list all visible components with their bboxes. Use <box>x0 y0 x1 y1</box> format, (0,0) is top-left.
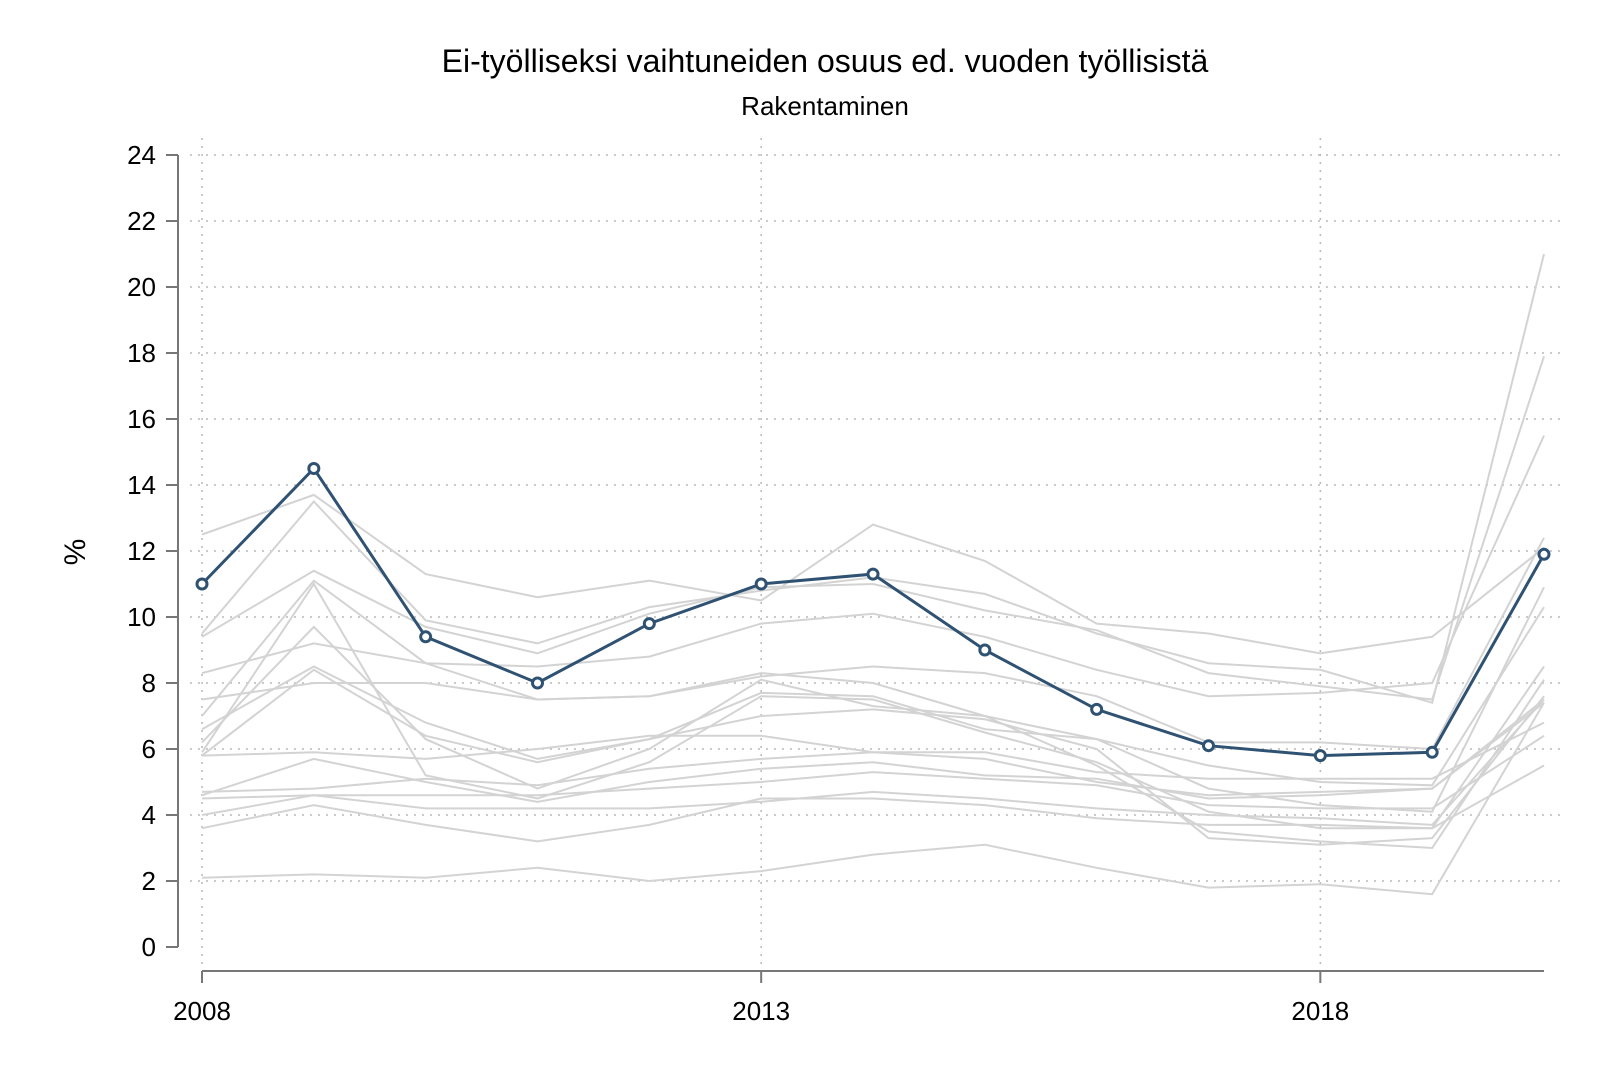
highlight-point <box>419 630 433 644</box>
highlight-point <box>1313 749 1327 763</box>
background-series-line <box>201 537 1545 751</box>
grid <box>190 138 1565 965</box>
y-tick-label: 16 <box>127 404 156 434</box>
background-series-line <box>201 702 1545 803</box>
y-tick-label: 14 <box>127 470 156 500</box>
y-tick-label: 10 <box>127 602 156 632</box>
x-tick-label: 2013 <box>732 996 790 1026</box>
highlight-series <box>195 462 1551 763</box>
x-tick-label: 2018 <box>1291 996 1349 1026</box>
highlight-series-line <box>200 466 1546 758</box>
background-series-line <box>201 668 1545 846</box>
background-series <box>201 253 1545 896</box>
y-tick-label: 12 <box>127 536 156 566</box>
highlight-point <box>1090 702 1104 716</box>
y-axis-label: % <box>59 539 92 566</box>
y-tick-label: 4 <box>142 800 156 830</box>
y-tick-label: 20 <box>127 272 156 302</box>
background-series-line <box>201 625 1545 850</box>
highlight-point <box>642 617 656 631</box>
y-tick-label: 8 <box>142 668 156 698</box>
background-series-line <box>201 734 1545 810</box>
background-series-line <box>201 721 1545 793</box>
background-series-line <box>201 582 1545 830</box>
background-series-line <box>201 606 1545 787</box>
highlight-point <box>1202 739 1215 753</box>
y-tick-label: 0 <box>142 932 156 962</box>
background-series-line <box>201 493 1545 655</box>
highlight-point <box>195 577 209 591</box>
highlight-point <box>307 462 321 475</box>
chart-title: Ei-työlliseksi vaihtuneiden osuus ed. vu… <box>442 43 1209 79</box>
highlight-point <box>866 567 880 581</box>
highlight-point <box>754 577 768 591</box>
highlight-point <box>1537 547 1551 561</box>
background-series-line <box>201 698 1545 826</box>
y-tick-label: 24 <box>127 140 156 170</box>
background-series-line <box>201 586 1545 813</box>
highlight-point <box>1425 745 1439 759</box>
y-tick-label: 6 <box>142 734 156 764</box>
x-tick-label: 2008 <box>173 996 231 1026</box>
y-tick-label: 18 <box>127 338 156 368</box>
background-series-line <box>201 764 1545 843</box>
y-tick-label: 22 <box>127 206 156 236</box>
background-series-line <box>201 702 1545 896</box>
background-series-line <box>201 355 1545 701</box>
chart-subtitle: Rakentaminen <box>741 91 909 121</box>
highlight-point <box>978 643 992 657</box>
background-series-line <box>201 253 1545 705</box>
y-tick-label: 2 <box>142 866 156 896</box>
highlight-point <box>531 676 544 690</box>
